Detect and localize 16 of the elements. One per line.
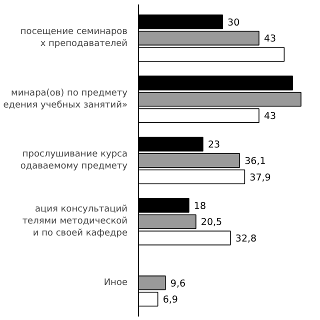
- y-tick-label: Иное: [104, 278, 128, 288]
- data-label: 37,9: [250, 172, 271, 184]
- data-label: 30: [228, 17, 240, 28]
- y-tick-label: минара(ов) по предмету едения учебных занятий»: [3, 88, 128, 110]
- data-label: 9,6: [170, 278, 186, 290]
- data-label: 32,8: [235, 233, 257, 244]
- data-label: 43: [264, 34, 276, 45]
- data-label: 20,5: [200, 217, 222, 228]
- y-tick-label: ация консультаций телями методической и по своей кафедре: [22, 204, 128, 239]
- y-tick-label: прослушивание курса одаваемому предмету: [20, 150, 128, 172]
- data-label: 18: [194, 200, 206, 212]
- data-label: 43: [264, 111, 276, 122]
- data-label: 36,1: [244, 156, 266, 167]
- y-tick-label: посещение семинаров х преподавателей: [20, 27, 128, 50]
- data-label: 6,9: [162, 294, 178, 306]
- data-label: 23: [208, 140, 220, 151]
